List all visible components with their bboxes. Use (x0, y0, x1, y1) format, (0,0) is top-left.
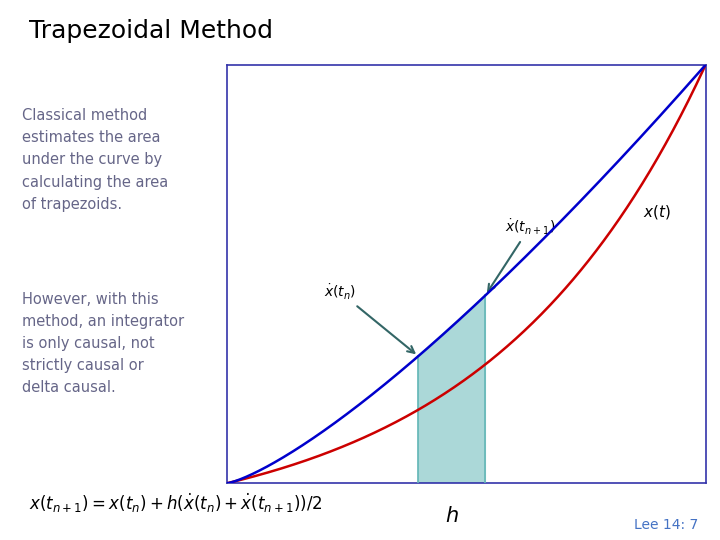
Text: $x(t)$: $x(t)$ (644, 203, 671, 221)
Text: $x(t_{n+1}) = x(t_n) + h(\dot{x}(t_n) + \dot{x}(t_{n+1}))/2$: $x(t_{n+1}) = x(t_n) + h(\dot{x}(t_n) + … (29, 491, 322, 515)
Text: Trapezoidal Method: Trapezoidal Method (29, 19, 273, 43)
Polygon shape (418, 295, 485, 483)
Text: $\dot{x}(t_n)$: $\dot{x}(t_n)$ (324, 282, 415, 353)
Text: $\dot{x}(t_{n+1})$: $\dot{x}(t_{n+1})$ (488, 218, 555, 291)
Text: Classical method
estimates the area
under the curve by
calculating the area
of t: Classical method estimates the area unde… (22, 108, 168, 212)
Text: However, with this
method, an integrator
is only causal, not
strictly causal or
: However, with this method, an integrator… (22, 292, 184, 395)
Text: Lee 14: 7: Lee 14: 7 (634, 518, 698, 532)
Text: $h$: $h$ (445, 507, 459, 526)
